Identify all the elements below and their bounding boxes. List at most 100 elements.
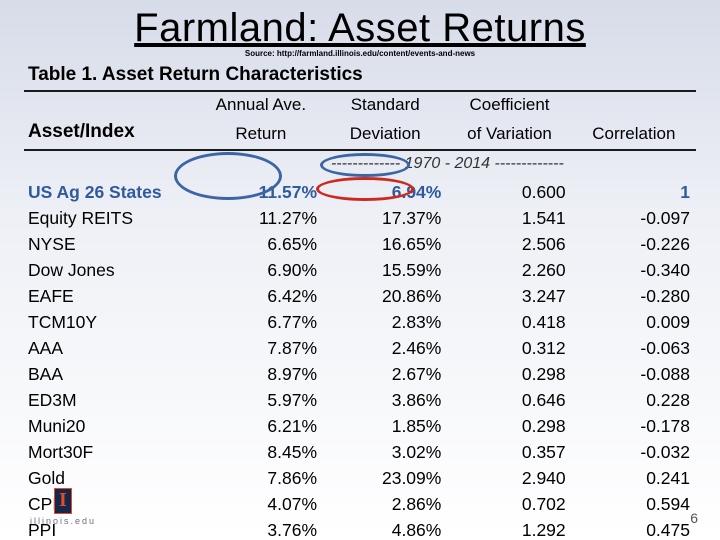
table-row: PPI3.76%4.86%1.2920.475 — [24, 517, 696, 540]
cell-return: 7.86% — [199, 465, 323, 491]
table-row: NYSE6.65%16.65%2.506-0.226 — [24, 231, 696, 257]
cell-cv: 0.418 — [447, 309, 571, 335]
table-body: ------------- 1970 - 2014 ------------- … — [24, 150, 696, 540]
cell-stddev: 4.86% — [323, 517, 447, 540]
table-row: Mort30F8.45%3.02%0.357-0.032 — [24, 439, 696, 465]
cell-label: US Ag 26 States — [24, 179, 199, 205]
table-row: ED3M5.97%3.86%0.6460.228 — [24, 387, 696, 413]
cell-cv: 0.312 — [447, 335, 571, 361]
annotation-oval — [320, 153, 410, 177]
slide-title: Farmland: Asset Returns — [0, 0, 720, 51]
cell-label: TCM10Y — [24, 309, 199, 335]
cell-stddev: 2.83% — [323, 309, 447, 335]
table-row: Dow Jones6.90%15.59%2.260-0.340 — [24, 257, 696, 283]
cell-return: 6.21% — [199, 413, 323, 439]
col-stddev-a: Standard — [323, 92, 447, 121]
cell-return: 4.07% — [199, 491, 323, 517]
cell-correlation: -0.032 — [572, 439, 696, 465]
cell-return: 3.76% — [199, 517, 323, 540]
cell-label: AAA — [24, 335, 199, 361]
cell-cv: 1.292 — [447, 517, 571, 540]
cell-correlation: -0.088 — [572, 361, 696, 387]
illinois-url: illinois.edu — [30, 516, 96, 526]
table-row: Equity REITS11.27%17.37%1.541-0.097 — [24, 205, 696, 231]
cell-cv: 0.298 — [447, 413, 571, 439]
cell-return: 7.87% — [199, 335, 323, 361]
cell-label: BAA — [24, 361, 199, 387]
cell-stddev: 15.59% — [323, 257, 447, 283]
table-row: Gold7.86%23.09%2.9400.241 — [24, 465, 696, 491]
cell-correlation: -0.178 — [572, 413, 696, 439]
cell-correlation: 0.241 — [572, 465, 696, 491]
cell-return: 6.65% — [199, 231, 323, 257]
cell-stddev: 16.65% — [323, 231, 447, 257]
cell-correlation: 1 — [572, 179, 696, 205]
cell-cv: 0.600 — [447, 179, 571, 205]
cell-label: Dow Jones — [24, 257, 199, 283]
table-row: EAFE6.42%20.86%3.247-0.280 — [24, 283, 696, 309]
cell-return: 6.77% — [199, 309, 323, 335]
cell-stddev: 1.85% — [323, 413, 447, 439]
cell-cv: 2.260 — [447, 257, 571, 283]
annotation-oval — [316, 177, 414, 201]
table-row: Muni206.21%1.85%0.298-0.178 — [24, 413, 696, 439]
source-line: Source: http://farmland.illinois.edu/con… — [0, 49, 720, 58]
cell-correlation: 0.009 — [572, 309, 696, 335]
table-container: Table 1. Asset Return Characteristics As… — [24, 62, 696, 540]
cell-correlation: 0.228 — [572, 387, 696, 413]
cell-label: EAFE — [24, 283, 199, 309]
cell-stddev: 2.46% — [323, 335, 447, 361]
cell-stddev: 2.86% — [323, 491, 447, 517]
cell-cv: 0.298 — [447, 361, 571, 387]
cell-cv: 0.702 — [447, 491, 571, 517]
cell-cv: 0.646 — [447, 387, 571, 413]
cell-cv: 1.541 — [447, 205, 571, 231]
cell-correlation: 0.475 — [572, 517, 696, 540]
col-return-b: Return — [199, 121, 323, 151]
col-asset-index: Asset/Index — [24, 92, 199, 150]
cell-return: 6.90% — [199, 257, 323, 283]
cell-stddev: 3.02% — [323, 439, 447, 465]
cell-stddev: 17.37% — [323, 205, 447, 231]
slide: Farmland: Asset Returns Source: http://f… — [0, 0, 720, 540]
table-row: CPI4.07%2.86%0.7020.594 — [24, 491, 696, 517]
cell-label: Equity REITS — [24, 205, 199, 231]
cell-stddev: 2.67% — [323, 361, 447, 387]
cell-stddev: 20.86% — [323, 283, 447, 309]
page-number: 6 — [690, 510, 698, 526]
cell-label: ED3M — [24, 387, 199, 413]
cell-cv: 2.940 — [447, 465, 571, 491]
col-cv-a: Coefficient — [447, 92, 571, 121]
col-correlation: Correlation — [572, 92, 696, 150]
table-title: Table 1. Asset Return Characteristics — [24, 62, 696, 92]
table-row: AAA7.87%2.46%0.312-0.063 — [24, 335, 696, 361]
cell-correlation: -0.097 — [572, 205, 696, 231]
cell-return: 8.45% — [199, 439, 323, 465]
cell-label: Muni20 — [24, 413, 199, 439]
cell-cv: 0.357 — [447, 439, 571, 465]
col-cv-b: of Variation — [447, 121, 571, 151]
table-row: TCM10Y6.77%2.83%0.4180.009 — [24, 309, 696, 335]
cell-return: 5.97% — [199, 387, 323, 413]
cell-stddev: 23.09% — [323, 465, 447, 491]
cell-correlation: -0.063 — [572, 335, 696, 361]
illinois-block-i-icon — [54, 488, 72, 514]
col-stddev-b: Deviation — [323, 121, 447, 151]
table-row: BAA8.97%2.67%0.298-0.088 — [24, 361, 696, 387]
cell-stddev: 3.86% — [323, 387, 447, 413]
annotation-oval — [174, 152, 282, 200]
cell-label: Mort30F — [24, 439, 199, 465]
cell-label: NYSE — [24, 231, 199, 257]
cell-correlation: -0.280 — [572, 283, 696, 309]
cell-return: 11.27% — [199, 205, 323, 231]
cell-correlation: 0.594 — [572, 491, 696, 517]
col-return-a: Annual Ave. — [199, 92, 323, 121]
cell-return: 8.97% — [199, 361, 323, 387]
cell-correlation: -0.226 — [572, 231, 696, 257]
cell-return: 6.42% — [199, 283, 323, 309]
cell-cv: 3.247 — [447, 283, 571, 309]
cell-cv: 2.506 — [447, 231, 571, 257]
illinois-logo: illinois.edu — [30, 488, 96, 526]
table-head: Asset/Index Annual Ave. Standard Coeffic… — [24, 92, 696, 150]
cell-correlation: -0.340 — [572, 257, 696, 283]
